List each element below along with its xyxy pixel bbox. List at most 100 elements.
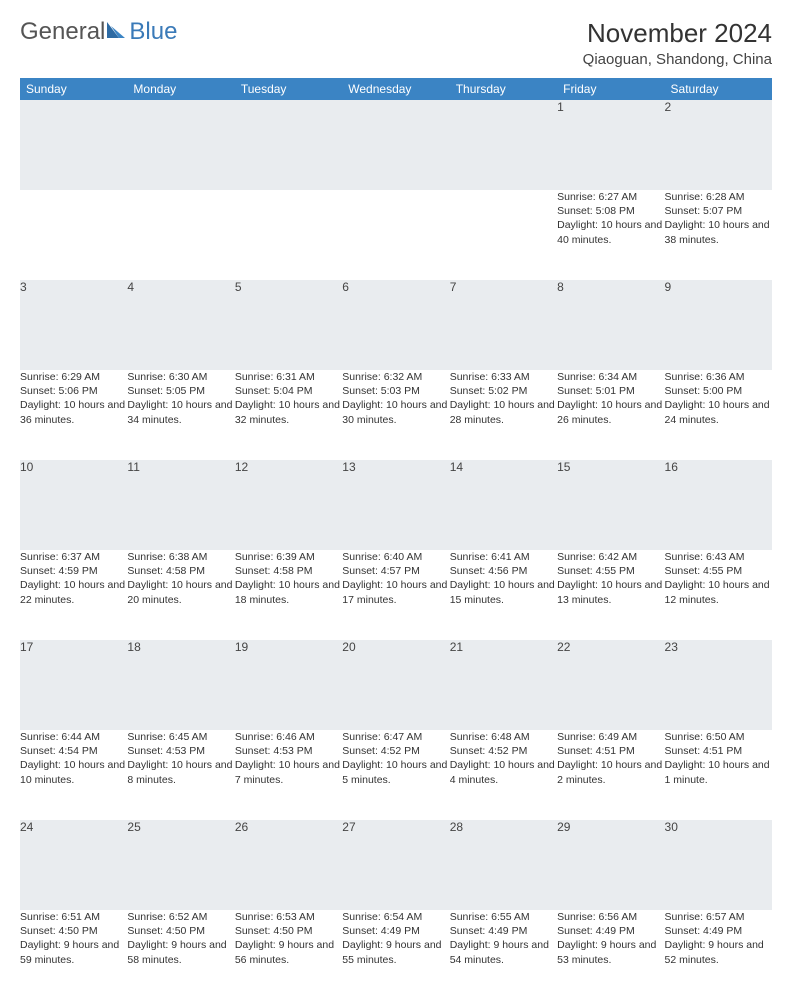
daylight-line: Daylight: 10 hours and 40 minutes. <box>557 218 664 246</box>
sunrise-line: Sunrise: 6:34 AM <box>557 370 664 384</box>
day-content-row: Sunrise: 6:37 AMSunset: 4:59 PMDaylight:… <box>20 550 772 640</box>
day-content-cell: Sunrise: 6:39 AMSunset: 4:58 PMDaylight:… <box>235 550 342 640</box>
day-content-cell: Sunrise: 6:47 AMSunset: 4:52 PMDaylight:… <box>342 730 449 820</box>
sunrise-line: Sunrise: 6:45 AM <box>127 730 234 744</box>
day-number-cell: 23 <box>665 640 772 730</box>
day-number-cell: 8 <box>557 280 664 370</box>
daylight-line: Daylight: 9 hours and 59 minutes. <box>20 938 127 966</box>
daylight-line: Daylight: 10 hours and 12 minutes. <box>665 578 772 606</box>
daylight-line: Daylight: 10 hours and 18 minutes. <box>235 578 342 606</box>
sunrise-line: Sunrise: 6:30 AM <box>127 370 234 384</box>
sunrise-line: Sunrise: 6:55 AM <box>450 910 557 924</box>
day-number-cell: 20 <box>342 640 449 730</box>
sunset-line: Sunset: 5:08 PM <box>557 204 664 218</box>
weekday-header: Sunday <box>20 78 127 100</box>
day-number-cell: 2 <box>665 100 772 190</box>
sunset-line: Sunset: 4:59 PM <box>20 564 127 578</box>
day-number-cell <box>235 100 342 190</box>
day-number-cell: 15 <box>557 460 664 550</box>
day-content-cell: Sunrise: 6:45 AMSunset: 4:53 PMDaylight:… <box>127 730 234 820</box>
day-content-cell: Sunrise: 6:51 AMSunset: 4:50 PMDaylight:… <box>20 910 127 1000</box>
daylight-line: Daylight: 10 hours and 15 minutes. <box>450 578 557 606</box>
daylight-line: Daylight: 9 hours and 58 minutes. <box>127 938 234 966</box>
day-content-cell: Sunrise: 6:40 AMSunset: 4:57 PMDaylight:… <box>342 550 449 640</box>
day-number-cell: 10 <box>20 460 127 550</box>
sunrise-line: Sunrise: 6:43 AM <box>665 550 772 564</box>
sunset-line: Sunset: 4:49 PM <box>557 924 664 938</box>
sunset-line: Sunset: 5:02 PM <box>450 384 557 398</box>
weekday-header: Saturday <box>665 78 772 100</box>
logo: General Blue <box>20 18 177 46</box>
daylight-line: Daylight: 9 hours and 52 minutes. <box>665 938 772 966</box>
day-number-row: 17181920212223 <box>20 640 772 730</box>
day-content-cell <box>235 190 342 280</box>
daylight-line: Daylight: 10 hours and 22 minutes. <box>20 578 127 606</box>
daylight-line: Daylight: 9 hours and 53 minutes. <box>557 938 664 966</box>
sunset-line: Sunset: 5:01 PM <box>557 384 664 398</box>
day-content-cell: Sunrise: 6:42 AMSunset: 4:55 PMDaylight:… <box>557 550 664 640</box>
daylight-line: Daylight: 10 hours and 30 minutes. <box>342 398 449 426</box>
day-number-cell: 26 <box>235 820 342 910</box>
daylight-line: Daylight: 10 hours and 17 minutes. <box>342 578 449 606</box>
month-title: November 2024 <box>583 18 772 49</box>
day-content-cell <box>342 190 449 280</box>
daylight-line: Daylight: 10 hours and 34 minutes. <box>127 398 234 426</box>
sunrise-line: Sunrise: 6:32 AM <box>342 370 449 384</box>
sunset-line: Sunset: 4:55 PM <box>557 564 664 578</box>
day-content-cell: Sunrise: 6:33 AMSunset: 5:02 PMDaylight:… <box>450 370 557 460</box>
weekday-header: Tuesday <box>235 78 342 100</box>
sunrise-line: Sunrise: 6:39 AM <box>235 550 342 564</box>
weekday-header: Wednesday <box>342 78 449 100</box>
daylight-line: Daylight: 10 hours and 32 minutes. <box>235 398 342 426</box>
sunrise-line: Sunrise: 6:54 AM <box>342 910 449 924</box>
location: Qiaoguan, Shandong, China <box>583 51 772 68</box>
daylight-line: Daylight: 10 hours and 7 minutes. <box>235 758 342 786</box>
sunset-line: Sunset: 4:51 PM <box>665 744 772 758</box>
sunrise-line: Sunrise: 6:37 AM <box>20 550 127 564</box>
sunset-line: Sunset: 4:49 PM <box>665 924 772 938</box>
logo-text-general: General <box>20 18 105 46</box>
sunset-line: Sunset: 4:49 PM <box>450 924 557 938</box>
daylight-line: Daylight: 10 hours and 20 minutes. <box>127 578 234 606</box>
sunset-line: Sunset: 5:04 PM <box>235 384 342 398</box>
day-number-cell: 1 <box>557 100 664 190</box>
day-number-cell <box>342 100 449 190</box>
day-content-cell: Sunrise: 6:27 AMSunset: 5:08 PMDaylight:… <box>557 190 664 280</box>
daylight-line: Daylight: 10 hours and 24 minutes. <box>665 398 772 426</box>
daylight-line: Daylight: 10 hours and 4 minutes. <box>450 758 557 786</box>
sunset-line: Sunset: 4:58 PM <box>235 564 342 578</box>
day-number-cell: 9 <box>665 280 772 370</box>
sunrise-line: Sunrise: 6:52 AM <box>127 910 234 924</box>
sunset-line: Sunset: 4:51 PM <box>557 744 664 758</box>
day-content-cell: Sunrise: 6:44 AMSunset: 4:54 PMDaylight:… <box>20 730 127 820</box>
calendar-body: 12Sunrise: 6:27 AMSunset: 5:08 PMDayligh… <box>20 100 772 1000</box>
day-number-cell: 18 <box>127 640 234 730</box>
day-content-cell: Sunrise: 6:46 AMSunset: 4:53 PMDaylight:… <box>235 730 342 820</box>
day-content-cell <box>450 190 557 280</box>
sunrise-line: Sunrise: 6:42 AM <box>557 550 664 564</box>
sunrise-line: Sunrise: 6:48 AM <box>450 730 557 744</box>
day-number-cell: 11 <box>127 460 234 550</box>
sunset-line: Sunset: 4:54 PM <box>20 744 127 758</box>
sunset-line: Sunset: 4:53 PM <box>235 744 342 758</box>
sunset-line: Sunset: 4:57 PM <box>342 564 449 578</box>
day-number-cell: 19 <box>235 640 342 730</box>
day-number-cell <box>20 100 127 190</box>
sunrise-line: Sunrise: 6:40 AM <box>342 550 449 564</box>
day-content-row: Sunrise: 6:29 AMSunset: 5:06 PMDaylight:… <box>20 370 772 460</box>
sunrise-line: Sunrise: 6:46 AM <box>235 730 342 744</box>
day-content-row: Sunrise: 6:44 AMSunset: 4:54 PMDaylight:… <box>20 730 772 820</box>
calendar-table: Sunday Monday Tuesday Wednesday Thursday… <box>20 78 772 1000</box>
day-content-cell: Sunrise: 6:54 AMSunset: 4:49 PMDaylight:… <box>342 910 449 1000</box>
logo-sail-icon <box>105 20 127 45</box>
day-number-cell: 30 <box>665 820 772 910</box>
sunrise-line: Sunrise: 6:38 AM <box>127 550 234 564</box>
day-content-cell: Sunrise: 6:36 AMSunset: 5:00 PMDaylight:… <box>665 370 772 460</box>
sunrise-line: Sunrise: 6:57 AM <box>665 910 772 924</box>
day-number-cell: 29 <box>557 820 664 910</box>
daylight-line: Daylight: 10 hours and 26 minutes. <box>557 398 664 426</box>
daylight-line: Daylight: 9 hours and 54 minutes. <box>450 938 557 966</box>
day-content-cell: Sunrise: 6:32 AMSunset: 5:03 PMDaylight:… <box>342 370 449 460</box>
daylight-line: Daylight: 10 hours and 38 minutes. <box>665 218 772 246</box>
sunset-line: Sunset: 4:58 PM <box>127 564 234 578</box>
